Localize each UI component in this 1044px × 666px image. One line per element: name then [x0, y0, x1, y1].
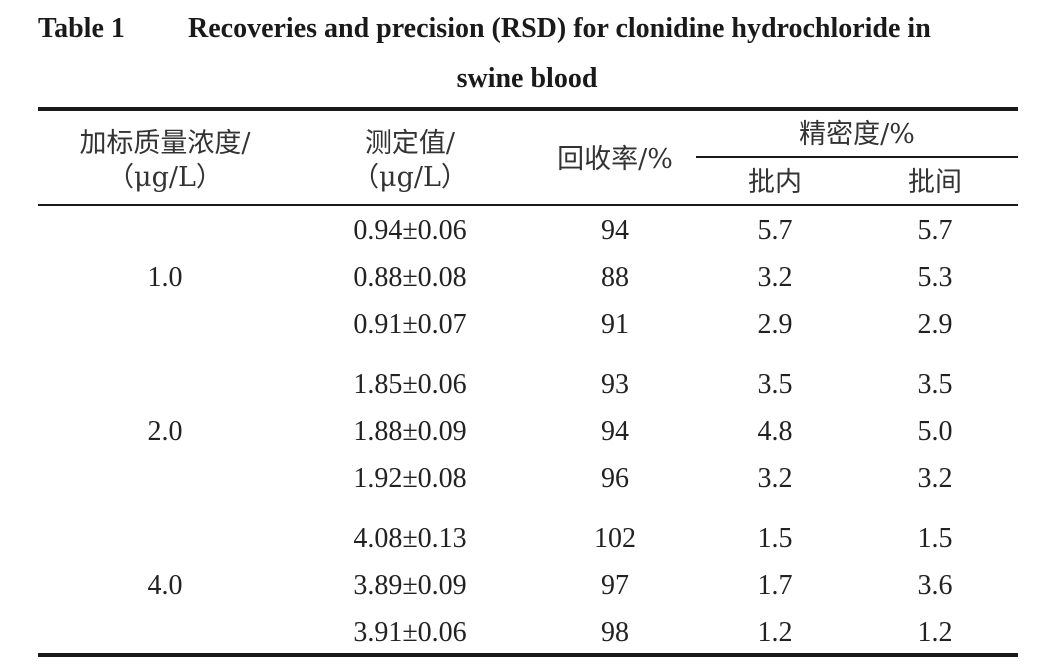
- inter-batch-rsd-cell: 1.2: [917, 617, 953, 648]
- intra-batch-rsd-cell: 1.7: [757, 570, 793, 601]
- header-inter-batch: 批间: [908, 167, 962, 198]
- intra-batch-rsd-cell: 2.9: [757, 309, 793, 340]
- inter-batch-rsd-cell: 3.6: [917, 570, 953, 601]
- inter-batch-rsd-cell: 3.2: [917, 463, 953, 494]
- recovery-cell: 98: [601, 617, 629, 648]
- recovery-cell: 97: [601, 570, 629, 601]
- intra-batch-rsd-cell: 4.8: [757, 416, 793, 447]
- intra-batch-rsd-cell: 3.5: [757, 369, 793, 400]
- intra-batch-rsd-cell: 3.2: [757, 262, 793, 293]
- inter-batch-rsd-cell: 5.7: [917, 215, 953, 246]
- header-intra-batch: 批内: [748, 167, 802, 198]
- intra-batch-rsd-cell: 5.7: [757, 215, 793, 246]
- recovery-cell: 96: [601, 463, 629, 494]
- table-title-line-1: Recoveries and precision (RSD) for cloni…: [188, 13, 931, 44]
- measured-value-cell: 0.91±0.07: [353, 309, 467, 340]
- header-spiked-concentration-line-1: 加标质量浓度/: [79, 128, 251, 159]
- precision-group-rule: [696, 156, 1018, 158]
- spiked-concentration-cell: 4.0: [147, 570, 183, 601]
- header-recovery: 回收率/%: [557, 144, 673, 175]
- recovery-cell: 93: [601, 369, 629, 400]
- spiked-concentration-cell: 1.0: [147, 262, 183, 293]
- measured-value-cell: 3.91±0.06: [353, 617, 467, 648]
- table-label: Table 1: [38, 13, 125, 44]
- measured-value-cell: 0.88±0.08: [353, 262, 467, 293]
- top-rule: [38, 107, 1018, 111]
- inter-batch-rsd-cell: 5.0: [917, 416, 953, 447]
- intra-batch-rsd-cell: 1.5: [757, 523, 793, 554]
- bottom-rule: [38, 653, 1018, 657]
- recovery-cell: 88: [601, 262, 629, 293]
- table-title-line-2: swine blood: [456, 63, 598, 94]
- recovery-cell: 91: [601, 309, 629, 340]
- intra-batch-rsd-cell: 1.2: [757, 617, 793, 648]
- measured-value-cell: 0.94±0.06: [353, 215, 467, 246]
- measured-value-cell: 4.08±0.13: [353, 523, 467, 554]
- recovery-cell: 102: [594, 523, 636, 554]
- measured-value-cell: 1.88±0.09: [353, 416, 467, 447]
- measured-value-cell: 3.89±0.09: [353, 570, 467, 601]
- recovery-cell: 94: [601, 215, 629, 246]
- inter-batch-rsd-cell: 5.3: [917, 262, 953, 293]
- header-measured-line-1: 测定值/: [364, 128, 456, 159]
- header-measured-line-2: （μg/L）: [352, 162, 468, 193]
- inter-batch-rsd-cell: 3.5: [917, 369, 953, 400]
- header-precision-group: 精密度/%: [799, 119, 915, 150]
- spiked-concentration-cell: 2.0: [147, 416, 183, 447]
- measured-value-cell: 1.92±0.08: [353, 463, 467, 494]
- inter-batch-rsd-cell: 1.5: [917, 523, 953, 554]
- inter-batch-rsd-cell: 2.9: [917, 309, 953, 340]
- measured-value-cell: 1.85±0.06: [353, 369, 467, 400]
- header-rule: [38, 204, 1018, 206]
- intra-batch-rsd-cell: 3.2: [757, 463, 793, 494]
- header-spiked-concentration-line-2: （μg/L）: [107, 162, 223, 193]
- caption-line-1: Table 1 Recoveries and precision (RSD) fo…: [38, 12, 1028, 46]
- recovery-cell: 94: [601, 416, 629, 447]
